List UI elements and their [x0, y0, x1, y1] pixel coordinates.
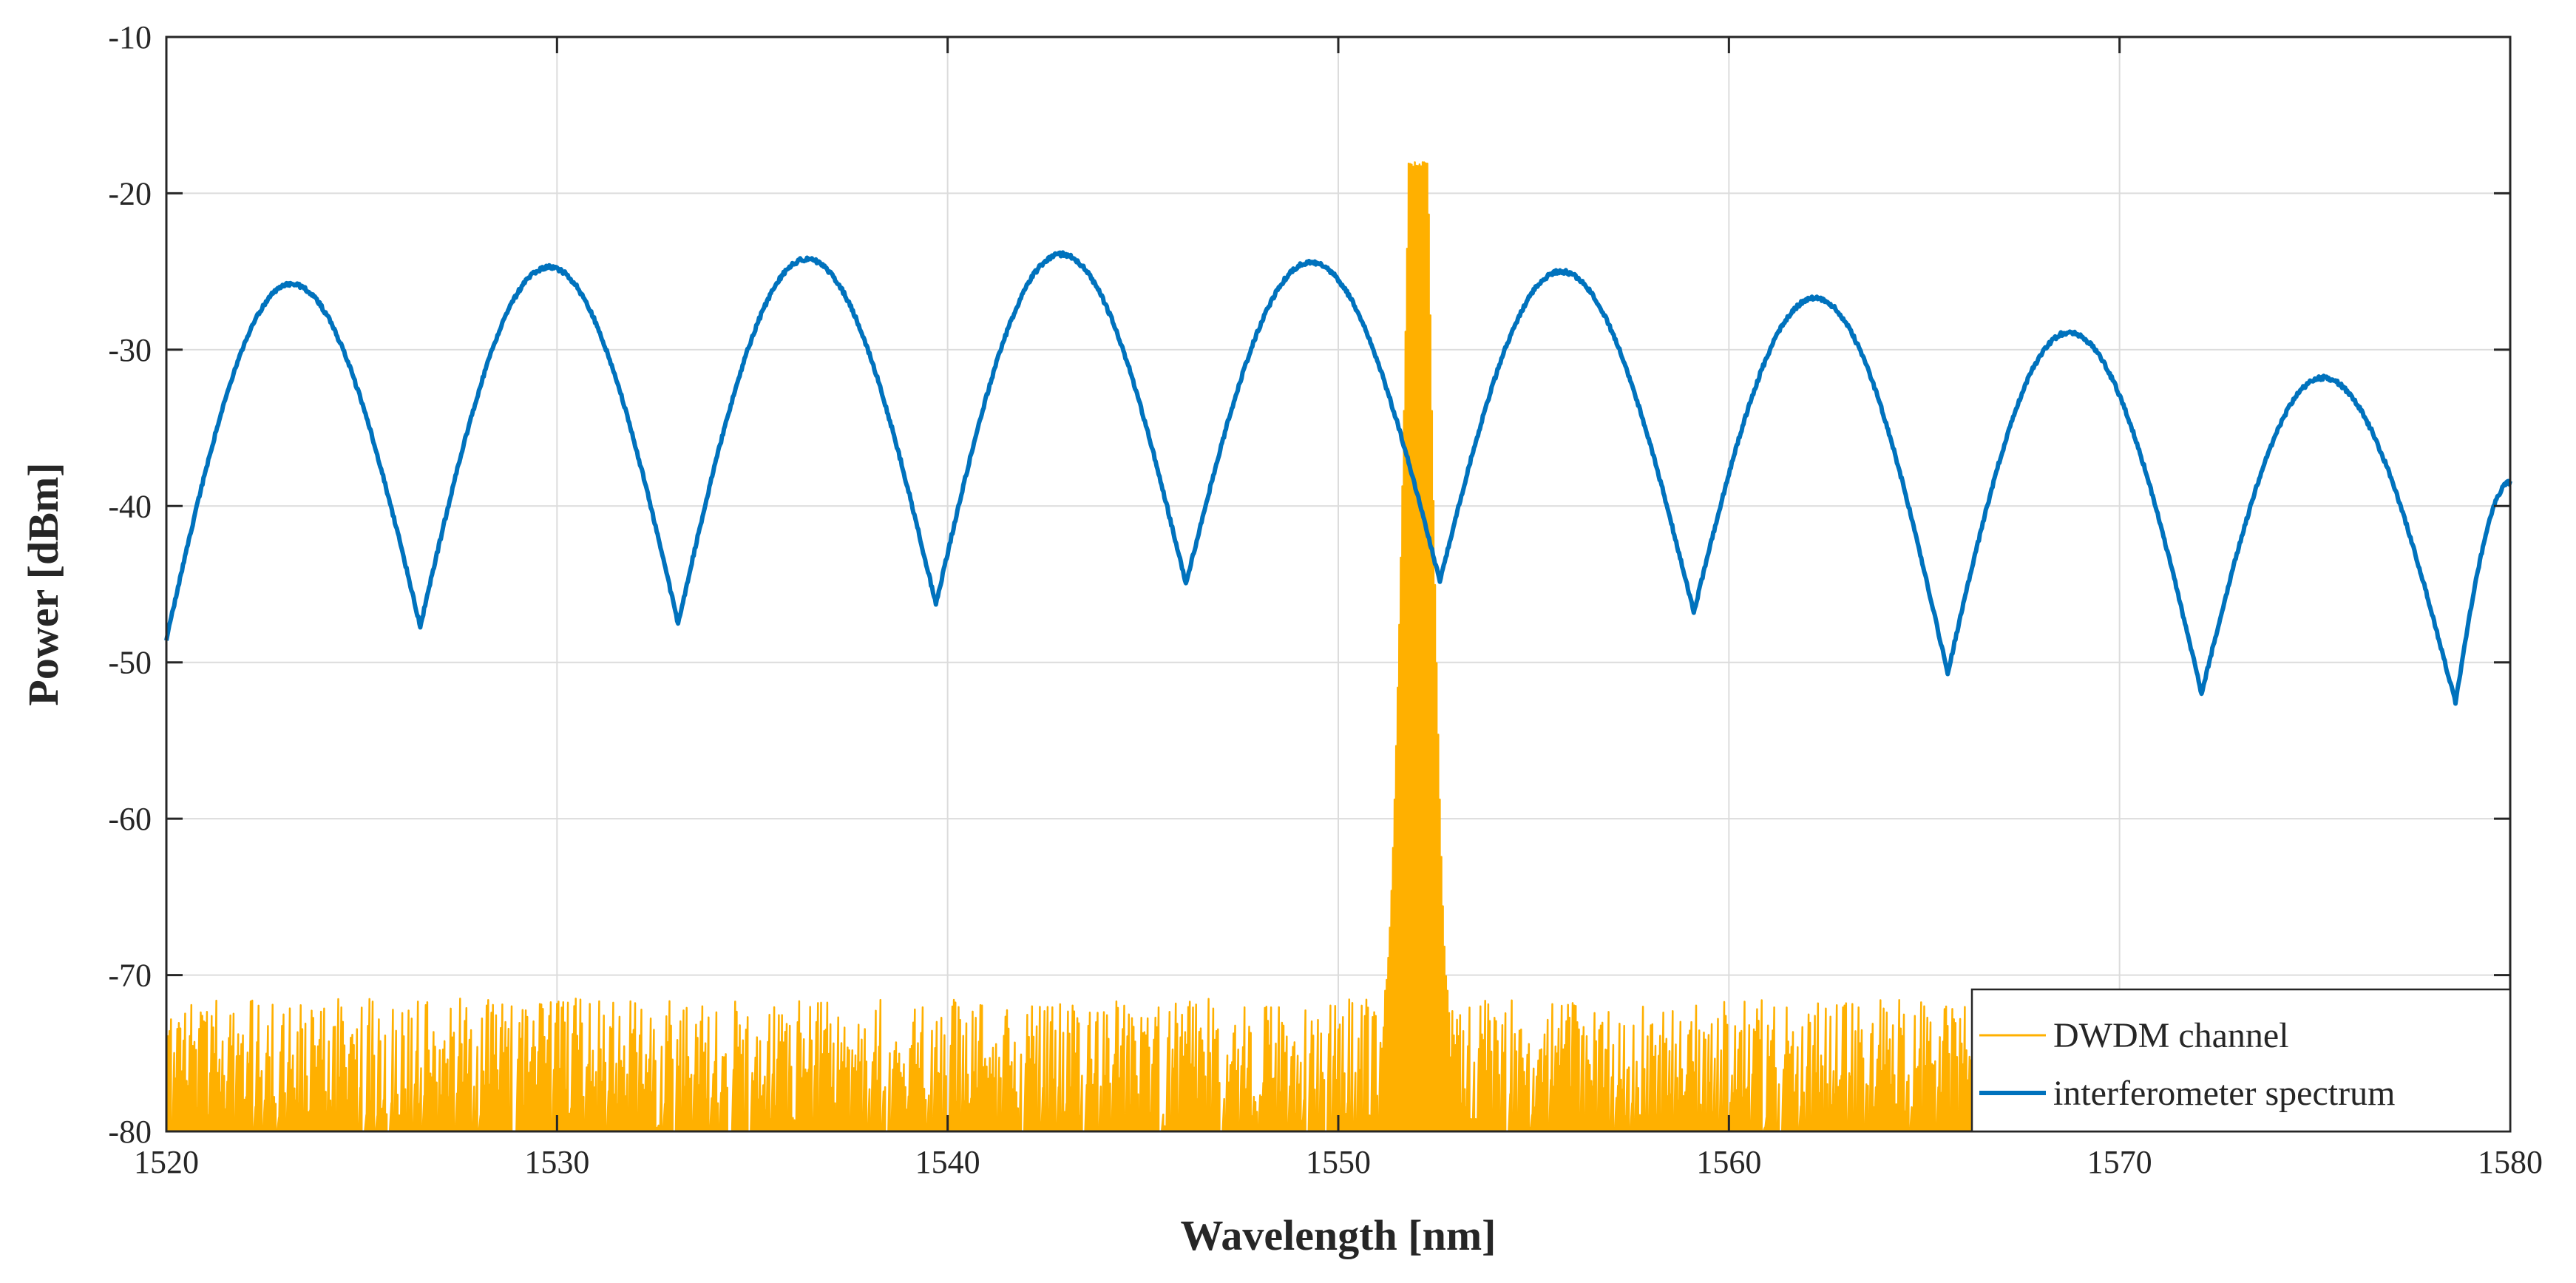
y-tick-label: -80	[108, 1114, 152, 1150]
legend-box	[1970, 988, 2512, 1133]
legend: DWDM channel interferometer spectrum	[1970, 988, 2512, 1133]
y-axis-title: Power [dBm]	[19, 462, 67, 705]
series-interferometer-spectrum	[164, 250, 2512, 706]
y-tick-label: -60	[108, 801, 152, 837]
legend-label-dwdm: DWDM channel	[2053, 1016, 2289, 1055]
y-tick-label: -50	[108, 645, 152, 681]
y-tick-label: -10	[108, 19, 152, 55]
y-tick-label: -40	[108, 488, 152, 524]
x-tick-label: 1580	[2478, 1144, 2543, 1180]
legend-label-interferometer: interferometer spectrum	[2053, 1074, 2395, 1113]
tick-labels: 1520 1530 1540 1550 1560 1570 1580 -10 -20 -30 -40…	[108, 19, 2543, 1180]
y-tick-label: -70	[108, 958, 152, 994]
x-tick-label: 1550	[1306, 1144, 1371, 1180]
x-tick-label: 1530	[524, 1144, 589, 1180]
x-axis-title: Wavelength [nm]	[1181, 1211, 1497, 1259]
y-tick-label: -30	[108, 332, 152, 368]
x-tick-label: 1540	[915, 1144, 980, 1180]
x-tick-label: 1520	[134, 1144, 199, 1180]
x-tick-label: 1560	[1696, 1144, 1761, 1180]
x-tick-label: 1570	[2087, 1144, 2152, 1180]
y-tick-label: -20	[108, 175, 152, 211]
